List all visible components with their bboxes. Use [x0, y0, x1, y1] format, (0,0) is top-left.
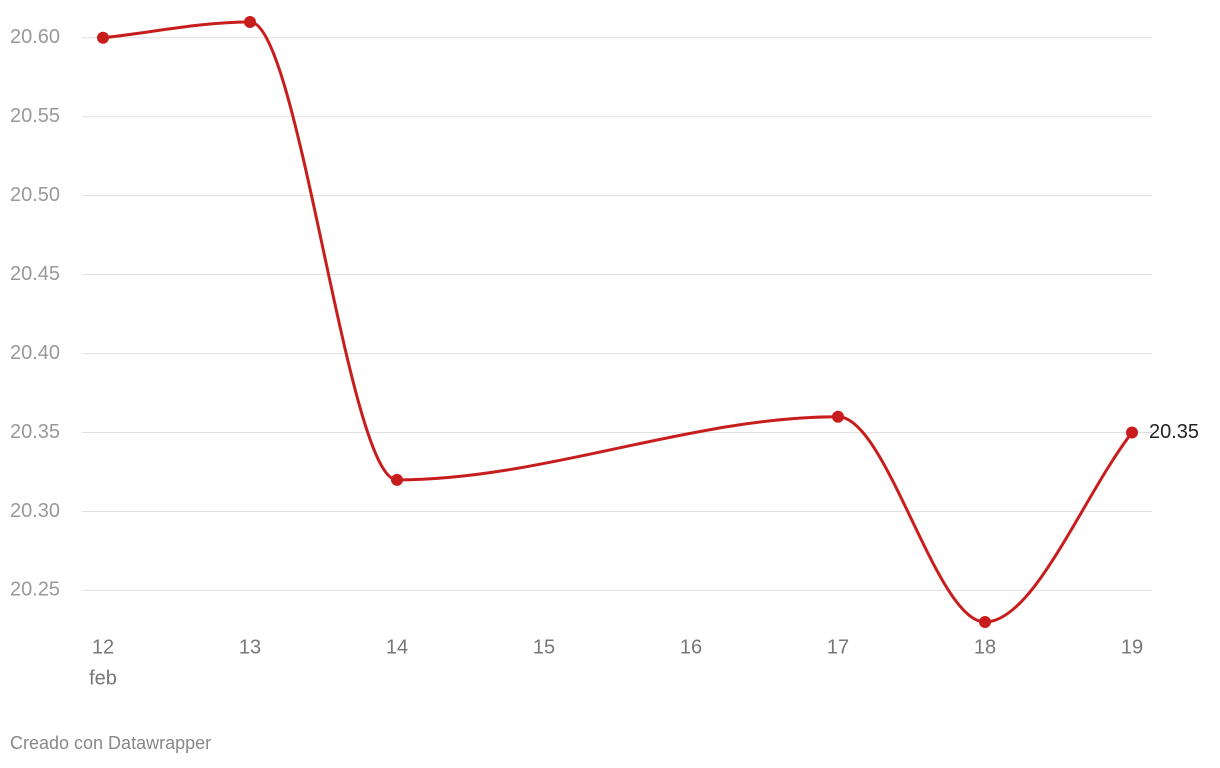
x-tick-label: 14: [386, 636, 408, 658]
x-month-label: feb: [89, 667, 117, 689]
point: [1126, 426, 1138, 439]
point: [244, 16, 256, 28]
x-tick-label: 19: [1121, 636, 1143, 658]
x-tick-label: 17: [827, 636, 849, 658]
value-label: 20.35: [1149, 421, 1199, 443]
y-tick-label: 20.50: [10, 184, 60, 206]
point: [391, 473, 403, 486]
point: [97, 31, 109, 44]
x-tick-label: 18: [974, 636, 996, 658]
x-tick-label: 15: [533, 636, 555, 658]
line: [102, 20, 1134, 624]
point: [832, 410, 844, 423]
point: [979, 616, 991, 628]
y-tick-label: 20.40: [10, 342, 60, 364]
footer: Creado con Datawrapper: [10, 733, 211, 753]
y-tick-label: 20.55: [10, 105, 60, 127]
y-tick-label: 20.60: [10, 26, 60, 48]
y-tick-label: 20.45: [10, 263, 60, 285]
x-tick-label: 13: [239, 636, 261, 658]
y-tick-label: 20.25: [10, 579, 60, 601]
x-tick-label: 12: [92, 636, 114, 658]
x-tick-label: 16: [680, 636, 702, 658]
y-tick-label: 20.30: [10, 500, 60, 522]
y-tick-label: 20.35: [10, 421, 60, 443]
